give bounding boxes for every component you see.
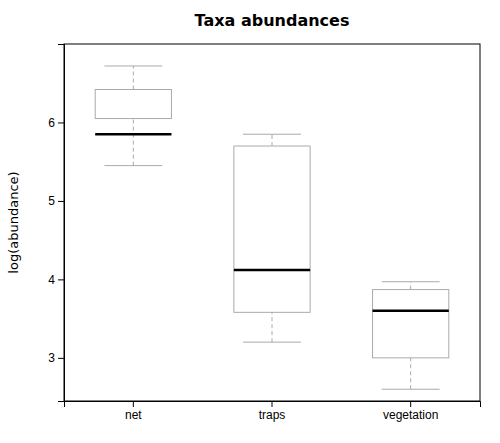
median bbox=[373, 310, 449, 313]
box-group bbox=[95, 66, 171, 166]
y-tick-label: 3 bbox=[48, 351, 55, 365]
median bbox=[95, 133, 171, 136]
y-tick-mark bbox=[58, 201, 64, 202]
chart: 3 4 5 6 net traps vegetation Taxa abundances log… bbox=[0, 0, 500, 443]
plot-frame bbox=[64, 44, 480, 401]
upper-cap bbox=[243, 134, 301, 135]
upper-whisker bbox=[410, 282, 411, 290]
y-tick: 5 bbox=[48, 194, 64, 208]
box bbox=[234, 146, 310, 312]
y-tick-label: 5 bbox=[48, 194, 55, 208]
x-tick: vegetation bbox=[383, 401, 438, 422]
y-tick: 6 bbox=[48, 116, 64, 130]
box bbox=[373, 290, 449, 358]
upper-whisker bbox=[133, 66, 134, 90]
y-tick-mark bbox=[58, 358, 64, 359]
y-tick: 4 bbox=[48, 273, 64, 287]
x-tick-mark bbox=[133, 401, 134, 407]
y-tick-label: 4 bbox=[48, 273, 55, 287]
lower-whisker bbox=[272, 312, 273, 342]
lower-cap bbox=[243, 342, 301, 343]
x-tick-label: net bbox=[125, 408, 142, 422]
lower-whisker bbox=[133, 119, 134, 166]
y-tick: 3 bbox=[48, 351, 64, 365]
x-tick-mark bbox=[410, 401, 411, 407]
box bbox=[95, 90, 171, 119]
x-axis: net traps vegetation bbox=[65, 401, 481, 422]
upper-cap bbox=[382, 281, 440, 282]
y-tick-mark bbox=[58, 122, 64, 123]
y-axis-title: log(abundance) bbox=[6, 171, 21, 273]
boxes bbox=[95, 66, 449, 389]
median bbox=[234, 269, 310, 272]
y-axis: 3 4 5 6 bbox=[48, 45, 64, 402]
lower-whisker bbox=[410, 358, 411, 389]
box-group bbox=[234, 134, 310, 342]
x-tick-label: vegetation bbox=[383, 408, 438, 422]
x-tick: traps bbox=[259, 401, 286, 422]
x-tick-label: traps bbox=[259, 408, 286, 422]
lower-cap bbox=[382, 389, 440, 390]
box-group bbox=[373, 282, 449, 389]
y-tick-label: 6 bbox=[48, 116, 55, 130]
y-axis-line bbox=[58, 45, 65, 402]
x-axis-line bbox=[65, 402, 481, 408]
x-tick-mark bbox=[272, 401, 273, 407]
plot: 3 4 5 6 net traps vegetation bbox=[48, 44, 480, 422]
lower-cap bbox=[104, 165, 162, 166]
y-tick-mark bbox=[58, 279, 64, 280]
x-tick: net bbox=[125, 401, 142, 422]
upper-cap bbox=[104, 65, 162, 66]
title: Taxa abundances bbox=[195, 11, 350, 30]
upper-whisker bbox=[272, 134, 273, 146]
